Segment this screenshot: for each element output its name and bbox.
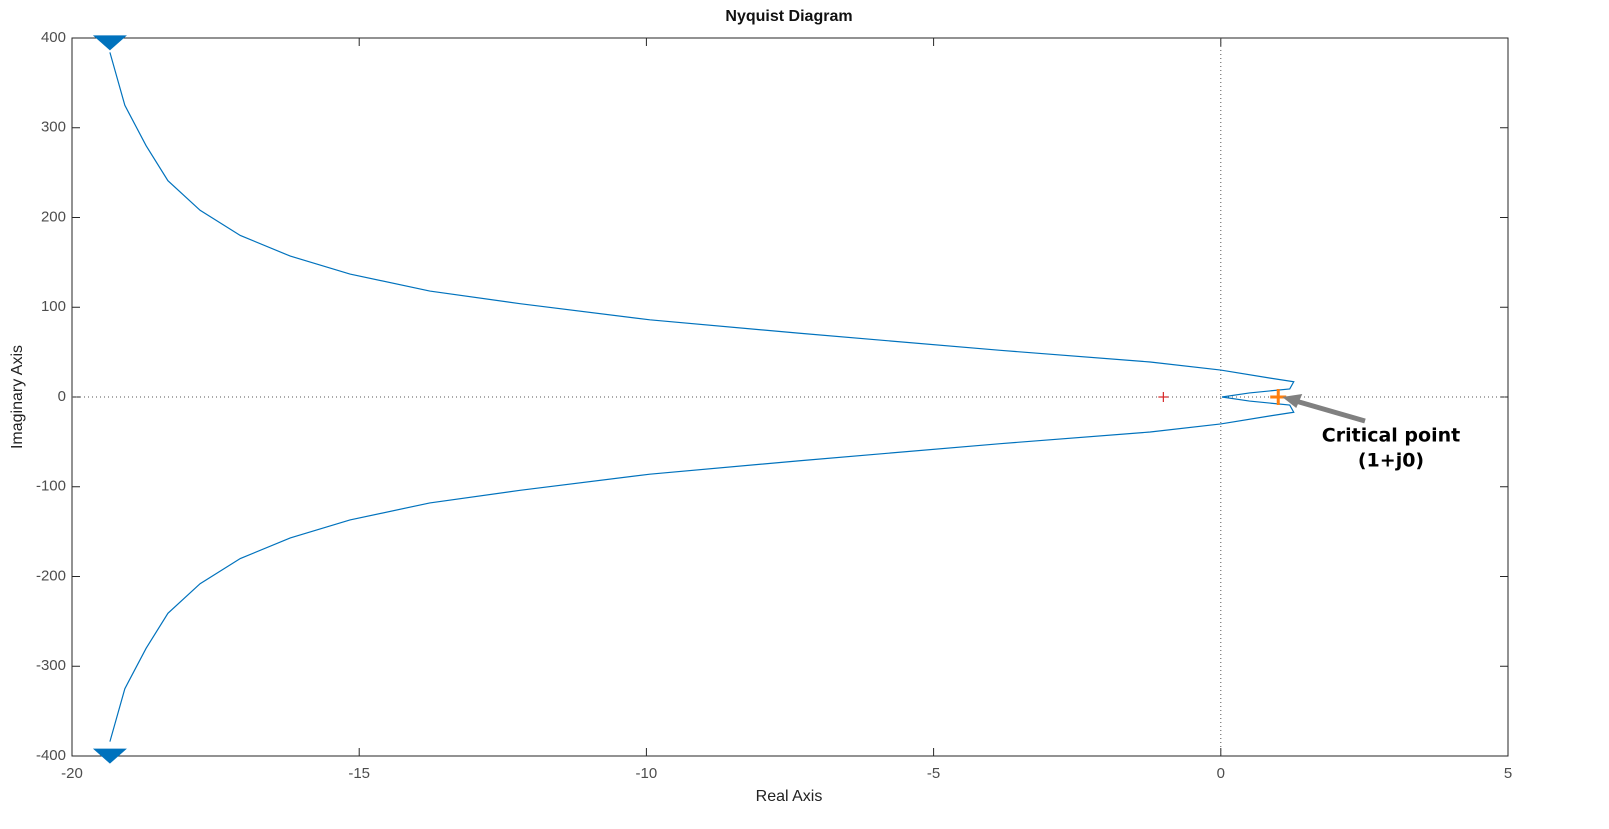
y-tick-label: 400 [41, 29, 66, 46]
x-tick-label: -15 [348, 765, 370, 782]
annotation-text: (1+j0) [1358, 450, 1424, 472]
direction-arrow [92, 35, 127, 51]
nyquist-curve [109, 52, 1295, 398]
nyquist-curve [109, 396, 1295, 742]
y-tick-label: -200 [36, 567, 66, 584]
y-tick-label: 200 [41, 208, 66, 225]
y-tick-label: -300 [36, 657, 66, 674]
x-tick-label: -10 [636, 765, 658, 782]
y-tick-label: -400 [36, 747, 66, 764]
x-tick-label: -20 [61, 765, 83, 782]
y-axis-label: Imaginary Axis [9, 345, 26, 449]
annotation-text: Critical point [1322, 425, 1460, 447]
y-tick-label: -100 [36, 478, 66, 495]
direction-arrow [92, 748, 127, 764]
annotation-arrow [1291, 397, 1366, 424]
y-tick-label: 300 [41, 119, 66, 136]
annotation-arrowhead [1282, 394, 1303, 408]
x-tick-label: -5 [927, 765, 940, 782]
x-tick-label: 5 [1504, 765, 1512, 782]
y-tick-label: 0 [58, 388, 66, 405]
point-marker [1158, 392, 1169, 402]
chart-title: Nyquist Diagram [725, 8, 852, 25]
x-tick-label: 0 [1217, 765, 1225, 782]
y-tick-label: 100 [41, 298, 66, 315]
x-axis-label: Real Axis [756, 788, 823, 805]
